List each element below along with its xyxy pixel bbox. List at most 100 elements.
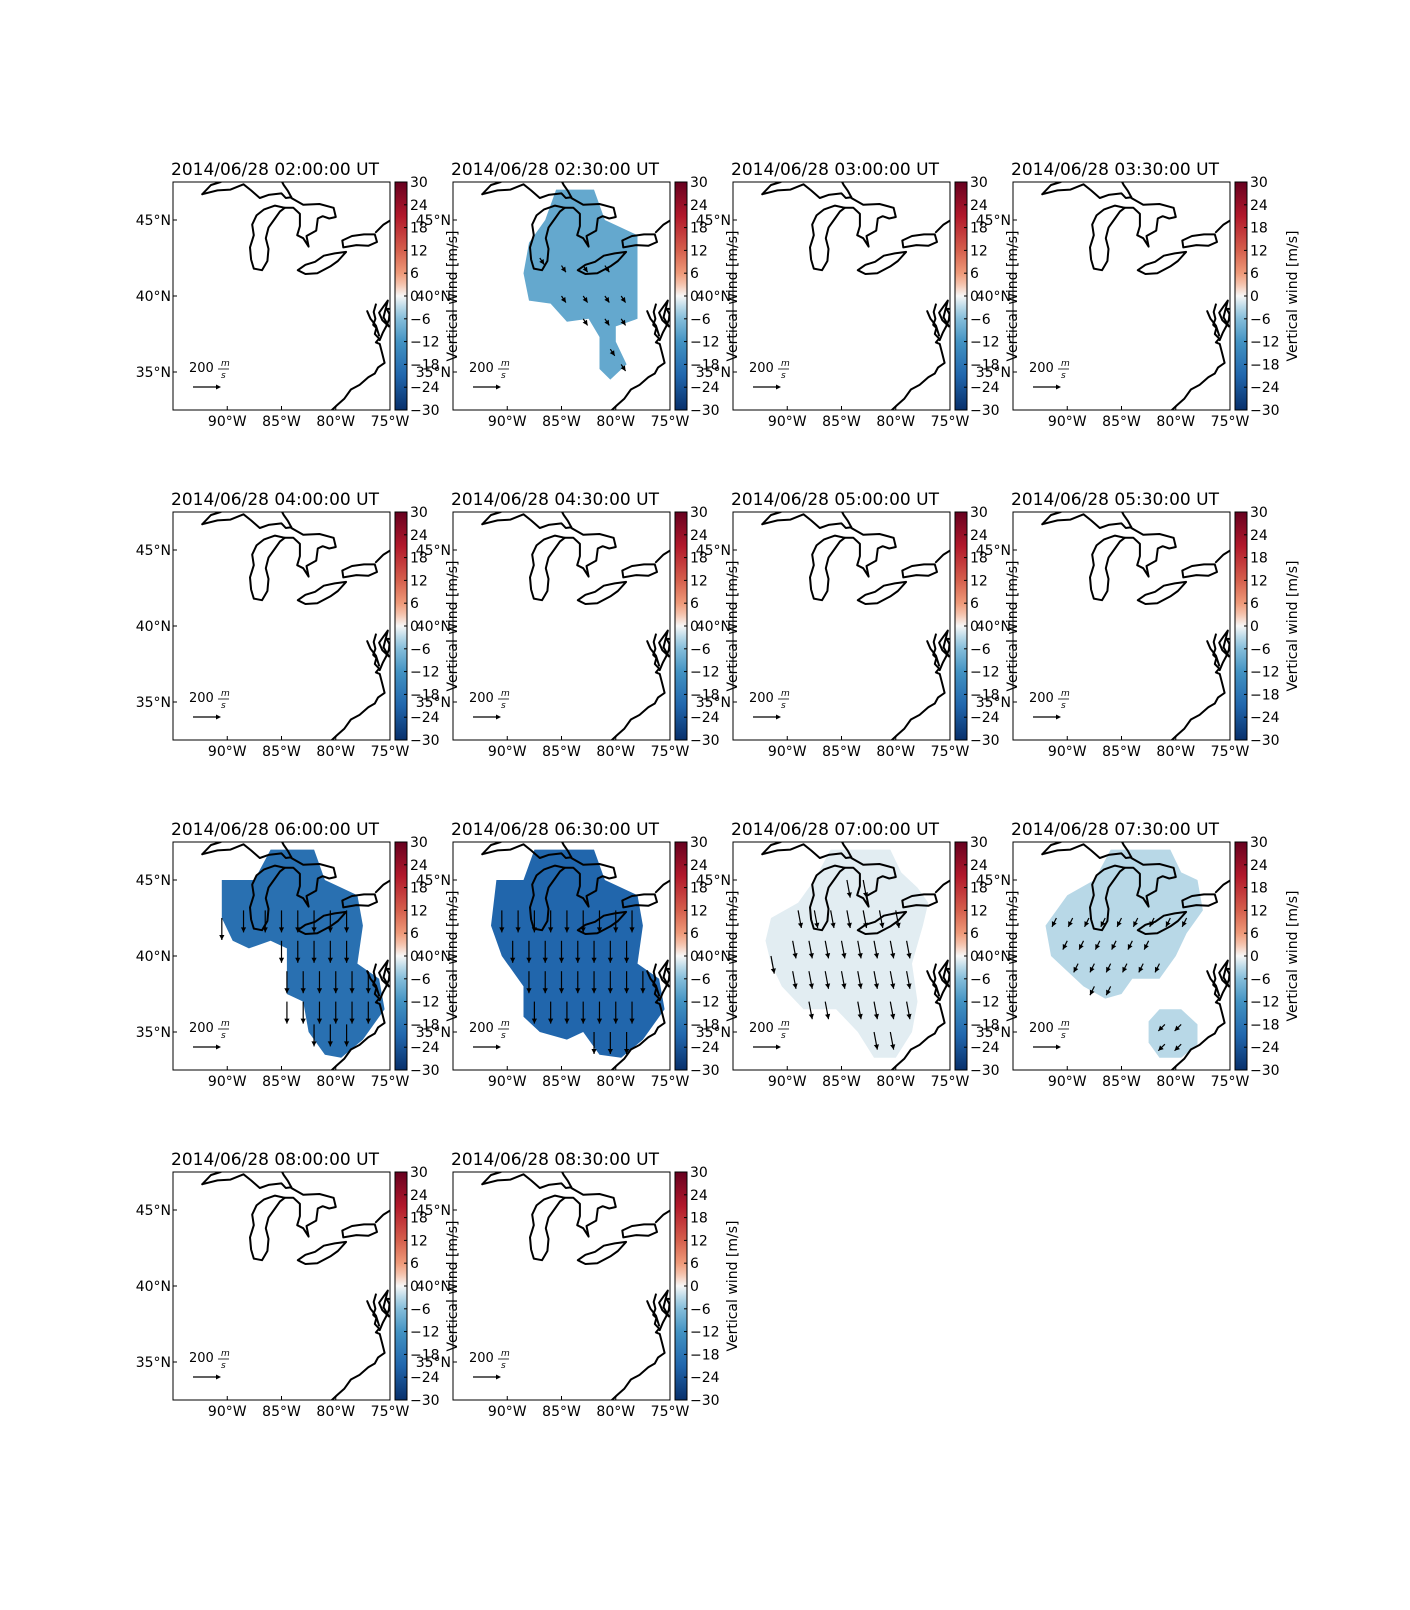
- lon-tick-label: 85°W: [1102, 1074, 1141, 1090]
- colorbar-tick-label: −12: [690, 335, 720, 351]
- coastline: [1218, 967, 1230, 1002]
- map-panel: 2014/06/28 06:30:00 UT 200 ms 90°W 85°W 80°W 7…: [416, 820, 741, 1090]
- colorbar-tick-label: −24: [970, 710, 1000, 726]
- colorbar-tick-label: 18: [1250, 221, 1268, 237]
- map-area: [1041, 182, 1230, 410]
- coastline: [901, 563, 938, 579]
- colorbar-tick-label: −24: [690, 710, 720, 726]
- wind-arrow: [311, 910, 317, 933]
- coastline: [1218, 307, 1230, 342]
- coastline: [296, 1240, 348, 1265]
- wind-arrow: [300, 1001, 306, 1024]
- colorbar-tick-label: 12: [970, 573, 988, 589]
- colorbar-tick-label: −24: [970, 1040, 1000, 1056]
- wind-arrow: [219, 918, 225, 940]
- colorbar-tick-label: 18: [410, 221, 428, 237]
- wind-arrow: [1089, 963, 1095, 973]
- colorbar-tick-label: 24: [410, 198, 428, 214]
- coastline: [843, 857, 897, 908]
- coastline: [249, 204, 286, 272]
- coastline: [341, 893, 378, 909]
- coastline: [1181, 563, 1218, 579]
- colorbar-tick-label: −24: [410, 710, 440, 726]
- wind-arrow: [604, 265, 610, 273]
- coastline: [366, 310, 381, 337]
- reference-vector-key: 200 ms: [469, 689, 510, 720]
- lat-tick-label: 35°N: [696, 365, 731, 381]
- reference-vector-unit-top: m: [221, 689, 230, 699]
- wind-arrow: [278, 910, 285, 933]
- colorbar-tick-label: 0: [690, 1279, 699, 1295]
- colorbar-tick-label: −12: [410, 665, 440, 681]
- coastline: [761, 183, 853, 199]
- map-area: [481, 1172, 670, 1400]
- wind-arrow: [629, 1001, 635, 1024]
- reference-vector-unit-top: m: [501, 689, 510, 699]
- coastline: [341, 233, 378, 249]
- coastline: [1218, 959, 1230, 988]
- lon-tick-label: 80°W: [876, 744, 915, 760]
- colorbar-tick-label: 18: [410, 551, 428, 567]
- coastline: [761, 512, 853, 529]
- coastline: [283, 1187, 337, 1238]
- lat-tick-label: 35°N: [136, 365, 171, 381]
- coastline: [481, 843, 573, 859]
- colorbar-tick-label: −6: [690, 1302, 711, 1318]
- lat-tick-label: 45°N: [416, 873, 451, 889]
- lon-tick-label: 80°W: [1156, 744, 1195, 760]
- colorbar-tick-label: −30: [690, 1393, 720, 1409]
- lon-tick-label: 80°W: [316, 744, 355, 760]
- coastline: [621, 1223, 658, 1239]
- reference-vector-value: 200: [749, 1021, 774, 1036]
- colorbar-tick-label: −30: [1250, 1063, 1280, 1079]
- colorbar-tick-label: −24: [410, 1040, 440, 1056]
- lat-tick-label: 35°N: [976, 365, 1011, 381]
- reference-vector-value: 200: [1029, 691, 1054, 706]
- coastline: [378, 1289, 390, 1318]
- lon-tick-label: 90°W: [1048, 744, 1087, 760]
- coastline: [378, 1297, 390, 1332]
- colorbar-tick-label: −12: [690, 995, 720, 1011]
- coastline: [296, 250, 348, 275]
- colorbar-tick-label: −12: [1250, 995, 1280, 1011]
- reference-vector-value: 200: [1029, 361, 1054, 376]
- colorbar-tick-label: 0: [690, 619, 699, 635]
- colorbar-tick-label: 24: [1250, 198, 1268, 214]
- lat-tick-label: 40°N: [136, 289, 171, 305]
- reference-vector-unit-top: m: [221, 1349, 230, 1359]
- colorbar-tick-label: −24: [410, 380, 440, 396]
- coastline: [938, 299, 950, 328]
- lat-tick-label: 40°N: [976, 949, 1011, 965]
- map-area: [481, 842, 670, 1070]
- colorbar-tick-label: 12: [970, 243, 988, 259]
- colorbar-tick-label: −12: [1250, 335, 1280, 351]
- coastline: [1218, 629, 1230, 658]
- reference-vector-value: 200: [749, 361, 774, 376]
- colorbar-tick-label: −12: [410, 995, 440, 1011]
- reference-vector-unit-bottom: s: [501, 701, 506, 711]
- map-area: [761, 842, 950, 1070]
- colorbar-label: Vertical wind [m/s]: [1285, 891, 1301, 1022]
- wind-region: [523, 189, 638, 380]
- colorbar-tick-label: 12: [1250, 573, 1268, 589]
- wind-arrow: [365, 1001, 371, 1024]
- lon-tick-label: 85°W: [262, 1404, 301, 1420]
- coastline: [1206, 970, 1221, 997]
- coastline: [1136, 580, 1188, 605]
- colorbar-tick-label: −6: [1250, 972, 1271, 988]
- reference-vector-unit-top: m: [781, 359, 790, 369]
- wind-arrow: [278, 940, 285, 963]
- map-panel: 2014/06/28 08:30:00 UT 200 ms 90°W 85°W 80°W 7…: [416, 1150, 741, 1420]
- coastline: [926, 310, 941, 337]
- lat-tick-label: 35°N: [136, 1025, 171, 1041]
- reference-vector-unit-top: m: [221, 1019, 230, 1029]
- wind-arrow: [499, 910, 505, 933]
- wind-arrow: [889, 1031, 896, 1050]
- wind-arrow: [558, 940, 565, 963]
- coastline: [1041, 183, 1133, 199]
- colorbar-tick-label: −30: [970, 1063, 1000, 1079]
- colorbar-tick-label: 30: [970, 175, 988, 191]
- panel-title: 2014/06/28 07:30:00 UT: [1011, 820, 1220, 840]
